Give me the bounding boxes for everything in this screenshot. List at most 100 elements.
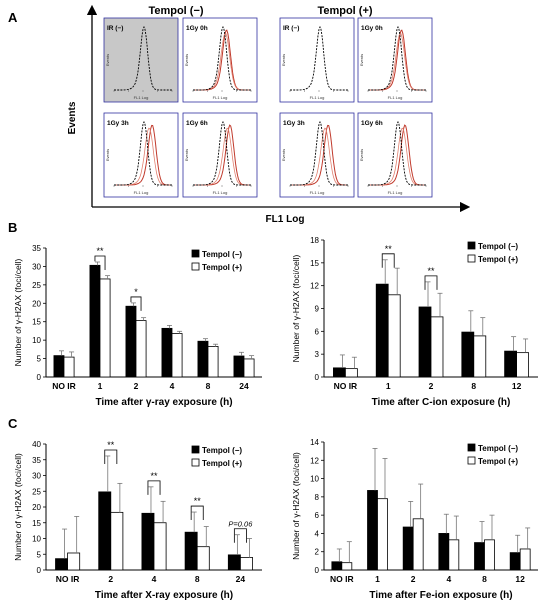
histogram-x-label: FL1 Log bbox=[213, 95, 228, 100]
significance-label: * bbox=[134, 287, 138, 297]
histogram-panel: 1Gy 6h FL1 Log Events bbox=[357, 112, 433, 198]
bar bbox=[197, 340, 209, 378]
histogram-x-label: FL1 Log bbox=[134, 95, 149, 100]
histogram-x-label: FL1 Log bbox=[388, 190, 403, 195]
bar bbox=[504, 350, 517, 378]
bar bbox=[333, 367, 346, 378]
legend-swatch bbox=[191, 458, 200, 467]
bar bbox=[516, 352, 529, 378]
y-tick-label: 12 bbox=[310, 456, 319, 465]
y-tick-label: 25 bbox=[32, 487, 41, 496]
bar bbox=[239, 557, 253, 571]
bar bbox=[387, 294, 401, 378]
histogram-x-label: FL1 Log bbox=[310, 190, 325, 195]
legend-label: Tempol (−) bbox=[478, 242, 518, 251]
panel-letter: C bbox=[8, 416, 18, 431]
x-tick-label: 2 bbox=[411, 574, 416, 584]
legend-label: Tempol (+) bbox=[202, 263, 242, 272]
y-tick-label: 30 bbox=[32, 262, 41, 271]
significance-label: ** bbox=[96, 246, 104, 256]
x-tick-label: 2 bbox=[429, 381, 434, 391]
bar bbox=[509, 552, 521, 571]
panel-letter: A bbox=[8, 10, 18, 25]
bar bbox=[461, 331, 475, 378]
y-tick-label: 14 bbox=[310, 438, 319, 447]
bar bbox=[196, 546, 210, 571]
x-axis-label: Time after γ-ray exposure (h) bbox=[95, 397, 232, 408]
significance-label: ** bbox=[427, 266, 435, 276]
histogram-label: 1Gy 6h bbox=[186, 120, 208, 127]
x-tick-label: 2 bbox=[134, 381, 139, 391]
y-axis-label: Number of γ-H2AX (foci/cell) bbox=[13, 453, 23, 561]
histogram-x-label: FL1 Log bbox=[310, 95, 325, 100]
y-axis-label: Events bbox=[67, 101, 78, 134]
significance-label: ** bbox=[385, 244, 393, 254]
y-tick-label: 35 bbox=[32, 244, 41, 253]
significance-bracket bbox=[104, 449, 118, 464]
y-tick-label: 25 bbox=[32, 281, 41, 290]
x-tick-label: 4 bbox=[170, 381, 175, 391]
histogram-y-label: Events bbox=[359, 149, 364, 161]
histogram-frame bbox=[279, 17, 355, 103]
significance-label: P=0.06 bbox=[228, 520, 253, 529]
control-histogram-curve bbox=[368, 120, 426, 186]
histogram-frame bbox=[279, 112, 355, 198]
y-tick-label: 35 bbox=[32, 456, 41, 465]
histogram-label: 1Gy 0h bbox=[361, 25, 383, 32]
y-tick-label: 0 bbox=[37, 566, 42, 575]
histogram-y-label: Events bbox=[184, 149, 189, 161]
control-histogram-curve bbox=[368, 25, 426, 91]
x-tick-label: 12 bbox=[512, 381, 522, 391]
panel-letter: B bbox=[8, 220, 17, 235]
bar bbox=[377, 498, 388, 571]
x-tick-label: NO IR bbox=[52, 381, 76, 391]
bar bbox=[375, 283, 389, 378]
bar bbox=[344, 368, 358, 378]
histogram-panel: IR (−) FL1 Log Events bbox=[279, 17, 355, 103]
y-tick-label: 10 bbox=[32, 535, 41, 544]
y-tick-label: 20 bbox=[32, 503, 41, 512]
bar bbox=[98, 491, 112, 571]
group-title: Tempol (+) bbox=[317, 5, 372, 17]
histogram-frame bbox=[357, 112, 433, 198]
y-tick-label: 0 bbox=[315, 373, 320, 382]
bar bbox=[153, 522, 167, 571]
y-tick-label: 6 bbox=[315, 327, 320, 336]
control-histogram-curve bbox=[114, 25, 172, 91]
y-tick-label: 10 bbox=[310, 475, 319, 484]
x-tick-label: 1 bbox=[386, 381, 391, 391]
x-tick-label: 8 bbox=[195, 574, 200, 584]
x-axis-label: Time after X-ray exposure (h) bbox=[95, 590, 233, 601]
histogram-panel: 1Gy 3h FL1 Log Events bbox=[279, 112, 355, 198]
x-tick-label: NO IR bbox=[56, 574, 80, 584]
bar bbox=[243, 358, 255, 378]
histogram-label: 1Gy 6h bbox=[361, 120, 383, 127]
bar bbox=[438, 533, 450, 571]
histogram-label: IR (−) bbox=[107, 25, 123, 32]
y-tick-label: 0 bbox=[37, 373, 42, 382]
histogram-panel: 1Gy 0h FL1 Log Events bbox=[357, 17, 433, 103]
significance-label: ** bbox=[194, 496, 202, 506]
y-tick-label: 15 bbox=[310, 259, 319, 268]
y-axis-label: Number of γ-H2AX (foci/cell) bbox=[13, 258, 23, 366]
control-histogram-curve bbox=[290, 25, 348, 91]
y-tick-label: 30 bbox=[32, 472, 41, 481]
y-tick-label: 20 bbox=[32, 299, 41, 308]
significance-bracket bbox=[424, 275, 438, 290]
histogram-label: 1Gy 3h bbox=[283, 120, 305, 127]
histogram-y-label: Events bbox=[281, 149, 286, 161]
x-tick-label: 8 bbox=[206, 381, 211, 391]
bar bbox=[367, 490, 378, 571]
x-tick-label: 8 bbox=[471, 381, 476, 391]
bar bbox=[474, 542, 485, 571]
legend-swatch bbox=[467, 456, 476, 465]
bar bbox=[125, 305, 137, 378]
y-tick-label: 3 bbox=[315, 350, 320, 359]
bar bbox=[99, 278, 111, 378]
histogram-x-label: FL1 Log bbox=[213, 190, 228, 195]
legend-label: Tempol (+) bbox=[202, 459, 242, 468]
